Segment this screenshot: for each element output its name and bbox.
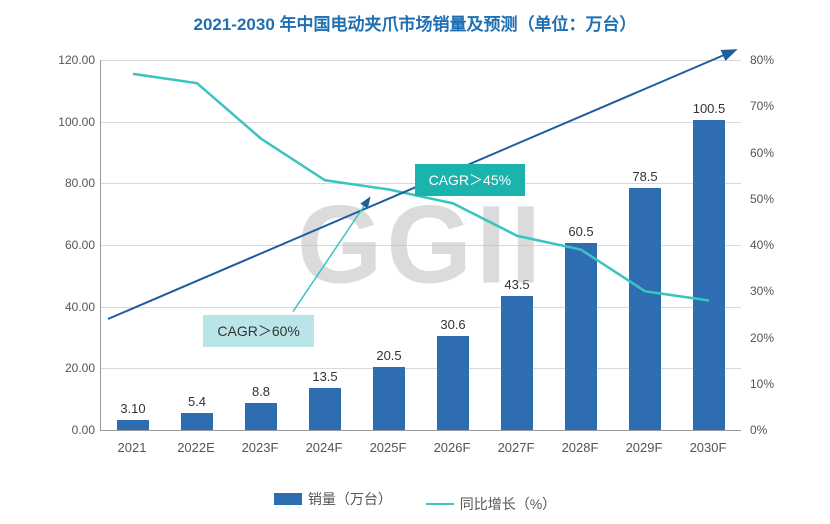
chart-title: 2021-2030 年中国电动夹爪市场销量及预测（单位：万台） xyxy=(0,10,830,35)
y-left-tick: 40.00 xyxy=(40,300,95,314)
x-tick: 2022E xyxy=(177,440,215,455)
chart-area: 0.0020.0040.0060.0080.00100.00120.00 0%1… xyxy=(40,60,800,460)
x-tick: 2027F xyxy=(498,440,535,455)
y-left-tick: 120.00 xyxy=(40,53,95,67)
x-tick: 2030F xyxy=(690,440,727,455)
line-layer xyxy=(101,60,741,430)
y-right-tick: 20% xyxy=(750,331,800,345)
y-right-tick: 70% xyxy=(750,99,800,113)
x-tick: 2023F xyxy=(242,440,279,455)
y-right-tick: 0% xyxy=(750,423,800,437)
plot-region: GGII 3.105.48.813.520.530.643.560.578.51… xyxy=(100,60,741,431)
y-left-tick: 0.00 xyxy=(40,423,95,437)
legend: 销量（万台） 同比增长（%） xyxy=(0,489,830,514)
legend-line-label: 同比增长（%） xyxy=(460,494,556,514)
y-right-tick: 80% xyxy=(750,53,800,67)
x-tick: 2026F xyxy=(434,440,471,455)
y-left-tick: 20.00 xyxy=(40,361,95,375)
x-tick: 2024F xyxy=(306,440,343,455)
legend-bar-label: 销量（万台） xyxy=(308,489,392,509)
y-right-tick: 60% xyxy=(750,146,800,160)
y-left-tick: 80.00 xyxy=(40,176,95,190)
legend-bar: 销量（万台） xyxy=(274,489,392,509)
x-tick: 2021 xyxy=(118,440,147,455)
y-right-tick: 10% xyxy=(750,377,800,391)
x-tick: 2025F xyxy=(370,440,407,455)
legend-line: 同比增长（%） xyxy=(426,494,556,514)
y-right-tick: 50% xyxy=(750,192,800,206)
y-left-tick: 100.00 xyxy=(40,115,95,129)
callout-arrow xyxy=(293,199,369,312)
cagr-callout: CAGR＞60% xyxy=(203,315,313,347)
y-right-tick: 30% xyxy=(750,284,800,298)
y-left-tick: 60.00 xyxy=(40,238,95,252)
cagr-callout: CAGR＞45% xyxy=(415,164,525,196)
y-right-tick: 40% xyxy=(750,238,800,252)
x-tick: 2029F xyxy=(626,440,663,455)
x-tick: 2028F xyxy=(562,440,599,455)
